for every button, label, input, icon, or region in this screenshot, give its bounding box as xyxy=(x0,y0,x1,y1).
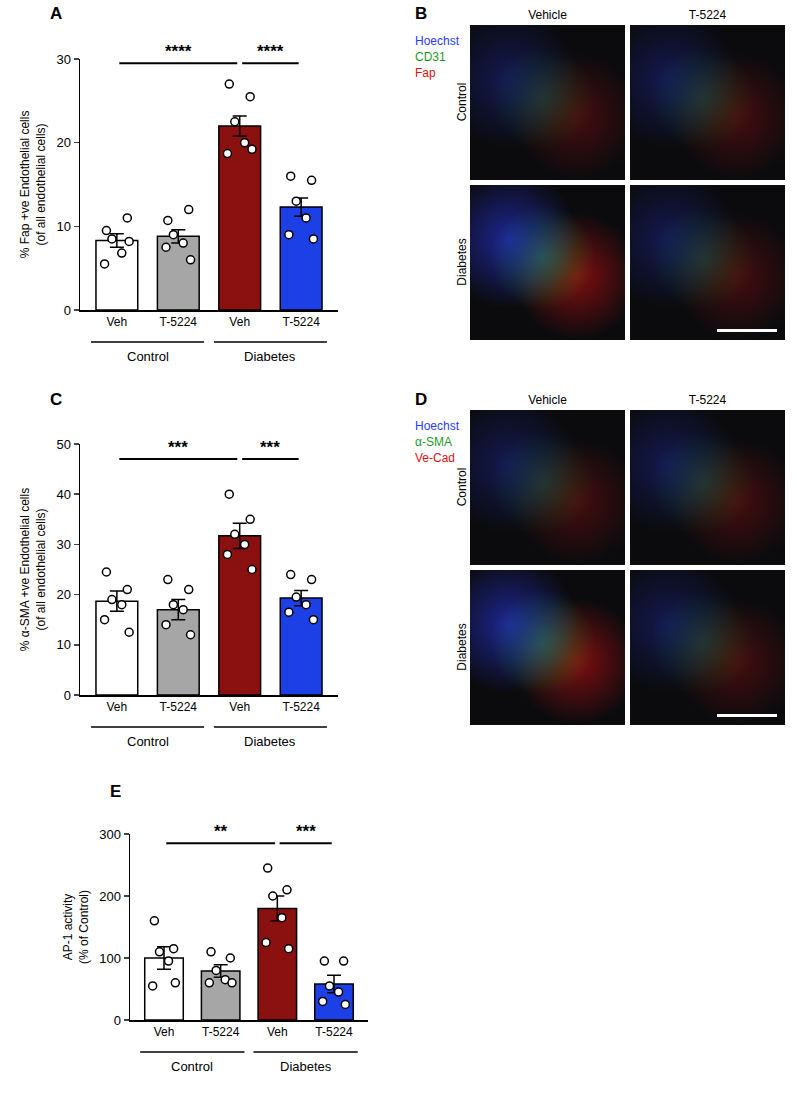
svg-text:10: 10 xyxy=(56,637,70,652)
svg-text:40: 40 xyxy=(56,487,70,502)
svg-text:****: **** xyxy=(257,42,284,61)
html-text:CD31: CD31 xyxy=(415,50,446,64)
svg-text:Diabetes: Diabetes xyxy=(244,349,296,364)
svg-text:100: 100 xyxy=(99,951,121,966)
svg-text:20: 20 xyxy=(56,135,70,150)
svg-text:20: 20 xyxy=(56,587,70,602)
html-text:Ve-Cad: Ve-Cad xyxy=(415,451,455,465)
html-text:D: D xyxy=(415,390,428,409)
svg-text:Control: Control xyxy=(127,349,169,364)
html-text:B: B xyxy=(415,4,428,23)
html-text:Diabetes: Diabetes xyxy=(455,622,469,671)
html-text:T-5224: T-5224 xyxy=(688,393,727,407)
svg-text:10: 10 xyxy=(56,219,70,234)
svg-text:Veh: Veh xyxy=(229,700,250,714)
svg-text:Diabetes: Diabetes xyxy=(280,1059,332,1074)
svg-text:% Fap +ve Endothelial cells(of: % Fap +ve Endothelial cells(of all endot… xyxy=(18,111,48,259)
svg-text:Diabetes: Diabetes xyxy=(244,734,296,749)
svg-text:***: *** xyxy=(260,438,280,457)
svg-text:0: 0 xyxy=(64,688,71,703)
svg-text:Veh: Veh xyxy=(229,315,250,329)
svg-text:***: *** xyxy=(296,822,316,841)
html-text:T-5224: T-5224 xyxy=(688,8,727,22)
html-text:Diabetes: Diabetes xyxy=(455,237,469,286)
svg-text:T-5224: T-5224 xyxy=(282,700,320,714)
svg-text:T-5224: T-5224 xyxy=(202,1025,240,1039)
html-text:Hoechst: Hoechst xyxy=(415,34,459,48)
html-text:A: A xyxy=(50,4,63,23)
svg-text:Veh: Veh xyxy=(267,1025,288,1039)
svg-text:T-5224: T-5224 xyxy=(160,700,198,714)
html-text:α-SMA: α-SMA xyxy=(415,435,452,449)
svg-text:300: 300 xyxy=(99,827,121,842)
svg-text:200: 200 xyxy=(99,889,121,904)
html-text:Hoechst: Hoechst xyxy=(415,419,459,433)
html-text:Vehicle: Vehicle xyxy=(528,393,567,407)
svg-text:0: 0 xyxy=(64,303,71,318)
html-text:Control: Control xyxy=(455,467,469,506)
html-text:Vehicle: Vehicle xyxy=(528,8,567,22)
svg-text:Veh: Veh xyxy=(107,700,128,714)
svg-text:T-5224: T-5224 xyxy=(282,315,320,329)
svg-text:0: 0 xyxy=(114,1013,121,1028)
svg-text:50: 50 xyxy=(56,437,70,452)
svg-text:% α-SMA +ve Endothelial cells(: % α-SMA +ve Endothelial cells(of all end… xyxy=(18,488,48,651)
svg-text:T-5224: T-5224 xyxy=(160,315,198,329)
svg-text:Control: Control xyxy=(171,1059,213,1074)
svg-text:Control: Control xyxy=(127,734,169,749)
svg-text:**: ** xyxy=(214,822,228,841)
svg-text:AP-1 activity(% of Control): AP-1 activity(% of Control) xyxy=(61,890,91,964)
svg-text:Veh: Veh xyxy=(154,1025,175,1039)
svg-text:30: 30 xyxy=(56,52,70,67)
svg-text:30: 30 xyxy=(56,537,70,552)
svg-text:****: **** xyxy=(165,42,192,61)
svg-text:Veh: Veh xyxy=(107,315,128,329)
svg-text:T-5224: T-5224 xyxy=(315,1025,353,1039)
html-text:E: E xyxy=(110,782,122,801)
html-text:Fap: Fap xyxy=(415,66,436,80)
html-text:Control: Control xyxy=(455,82,469,121)
html-text:C: C xyxy=(50,390,63,409)
svg-text:***: *** xyxy=(168,438,188,457)
